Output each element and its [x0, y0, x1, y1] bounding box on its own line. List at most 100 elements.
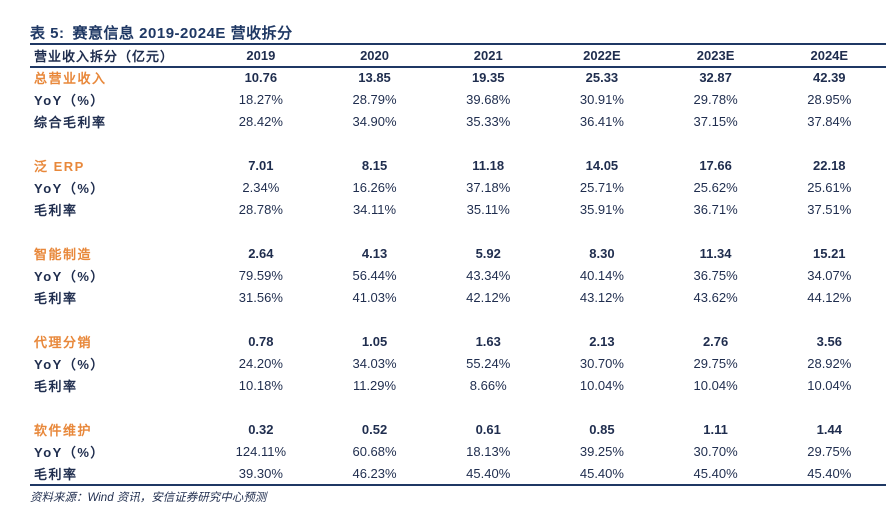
value-cell: 43.12% [579, 289, 624, 305]
segment-row: 泛 ERP 7.01 8.15 11.18 14.05 17.66 22.18 [30, 154, 886, 176]
value-cell: 30.70% [579, 355, 624, 371]
spacer-row [30, 396, 886, 418]
value-cell: 0.32 [248, 421, 274, 437]
value-cell: 34.07% [807, 267, 852, 283]
value-cell: 0.85 [589, 421, 615, 437]
value-cell: 2.64 [248, 245, 274, 261]
value-cell: 39.30% [238, 465, 283, 481]
row-label: 毛利率 [34, 466, 78, 482]
value-cell: 19.35 [471, 69, 505, 85]
value-cell: 36.75% [693, 267, 738, 283]
value-cell: 1.05 [361, 333, 388, 349]
table-body: 总营业收入 10.76 13.85 19.35 25.33 32.87 42.39 YoY（%… [30, 66, 886, 484]
row-label: YoY（%） [34, 268, 105, 284]
header-rule [30, 66, 886, 68]
value-cell: 56.44% [352, 267, 397, 283]
value-cell: 37.84% [807, 113, 852, 129]
spacer-cell [30, 132, 886, 154]
spacer-cell [30, 308, 886, 330]
value-cell: 28.92% [807, 355, 852, 371]
value-cell: 42.39 [813, 69, 846, 85]
value-cell: 43.62% [693, 289, 738, 305]
value-cell: 10.04% [693, 377, 738, 393]
value-cell: 3.56 [816, 333, 842, 349]
value-cell: 124.11% [235, 443, 287, 459]
value-cell: 8.15 [361, 157, 388, 173]
value-cell: 25.62% [693, 179, 738, 195]
row-label: YoY（%） [34, 356, 105, 372]
value-cell: 34.03% [352, 355, 397, 371]
value-cell: 11.34 [699, 245, 732, 261]
header-cell-year: 2022E [583, 48, 621, 63]
value-cell: 37.15% [693, 113, 738, 129]
value-cell: 18.13% [466, 443, 511, 459]
header-cell-year: 2024E [810, 48, 849, 63]
header-cell-label: 营业收入拆分（亿元） [34, 49, 175, 64]
value-cell: 17.66 [699, 157, 732, 173]
row-label: 毛利率 [34, 290, 78, 306]
source-note: 资料来源：Wind 资讯，安信证券研究中心预测 [30, 492, 267, 504]
segment-row: 智能制造 2.64 4.13 5.92 8.30 11.34 15.21 [30, 242, 886, 264]
value-cell: 35.11% [466, 201, 510, 217]
row-label: 毛利率 [34, 202, 78, 218]
row-label: YoY（%） [34, 444, 105, 460]
row-label: 总营业收入 [34, 70, 107, 86]
value-cell: 15.21 [813, 245, 846, 261]
value-cell: 42.12% [466, 289, 511, 305]
metric-row: 毛利率 39.30% 46.23% 45.40% 45.40% 45.40% 45.40% [30, 462, 886, 484]
metric-row: YoY（%） 124.11% 60.68% 18.13% 39.25% 30.70% 29.… [30, 440, 886, 462]
spacer-cell [30, 220, 886, 242]
value-cell: 60.68% [352, 443, 397, 459]
metric-row: 综合毛利率 28.42% 34.90% 35.33% 36.41% 37.15% 37.84… [30, 110, 886, 132]
segment-row: 总营业收入 10.76 13.85 19.35 25.33 32.87 42.39 [30, 66, 886, 88]
row-label: 软件维护 [34, 422, 93, 438]
table-caption: 赛意信息 2019-2024E 营收拆分 [72, 25, 293, 42]
value-cell: 1.63 [475, 333, 501, 349]
value-cell: 18.27% [238, 91, 283, 107]
value-cell: 10.18% [238, 377, 283, 393]
top-rule [30, 43, 886, 45]
value-cell: 45.40% [466, 465, 511, 481]
value-cell: 22.18 [813, 157, 846, 173]
value-cell: 29.78% [693, 91, 738, 107]
value-cell: 25.33 [585, 69, 619, 85]
value-cell: 36.71% [693, 201, 738, 217]
value-cell: 11.18 [472, 157, 505, 173]
value-cell: 25.61% [807, 179, 852, 195]
spacer-row [30, 132, 886, 154]
value-cell: 4.13 [361, 245, 388, 261]
value-cell: 8.66% [469, 377, 507, 393]
revenue-breakdown-table: 营业收入拆分（亿元） 2019 2020 2021 2022E 2023E 20… [30, 45, 886, 484]
value-cell: 10.04% [579, 377, 624, 393]
value-cell: 2.76 [702, 333, 729, 349]
value-cell: 25.71% [579, 179, 624, 195]
row-label: 代理分销 [34, 334, 93, 350]
value-cell: 34.90% [352, 113, 397, 129]
row-label: 综合毛利率 [34, 114, 107, 130]
header-cell-year: 2021 [473, 48, 503, 63]
header-cell-year: 2020 [360, 48, 389, 63]
value-cell: 45.40% [807, 465, 852, 481]
value-cell: 1.44 [816, 421, 842, 437]
value-cell: 0.52 [361, 421, 388, 437]
value-cell: 43.34% [466, 267, 511, 283]
header-row: 营业收入拆分（亿元） 2019 2020 2021 2022E 2023E 20… [30, 45, 886, 66]
metric-row: YoY（%） 24.20% 34.03% 55.24% 30.70% 29.75% 28.9… [30, 352, 886, 374]
value-cell: 45.40% [693, 465, 738, 481]
value-cell: 36.41% [579, 113, 624, 129]
value-cell: 35.33% [466, 113, 511, 129]
row-label: YoY（%） [34, 92, 105, 108]
value-cell: 37.18% [466, 179, 511, 195]
value-cell: 1.11 [703, 421, 728, 437]
value-cell: 39.68% [466, 91, 511, 107]
metric-row: 毛利率 10.18% 11.29% 8.66% 10.04% 10.04% 10.04% [30, 374, 886, 396]
bottom-rule [30, 484, 886, 486]
value-cell: 14.05 [585, 157, 619, 173]
value-cell: 32.87 [699, 69, 732, 85]
spacer-cell [30, 396, 886, 418]
value-cell: 55.24% [466, 355, 511, 371]
value-cell: 41.03% [352, 289, 397, 305]
value-cell: 0.78 [248, 333, 274, 349]
table-number: 表 5: [30, 25, 65, 42]
